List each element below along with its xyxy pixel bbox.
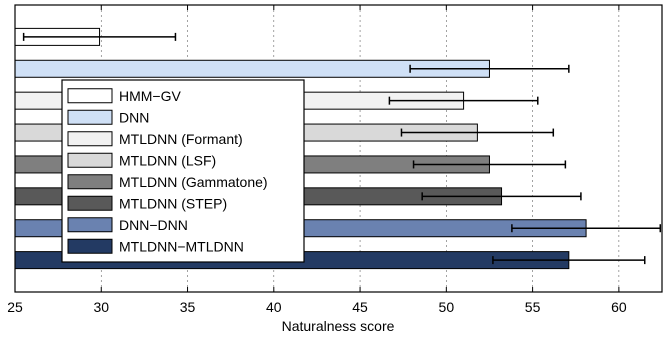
legend-label: MTLDNN−MTLDNN [119,238,244,254]
legend-swatch [67,238,113,254]
legend-swatch [67,131,113,147]
x-tick-label: 60 [611,299,627,315]
legend-swatch [67,217,113,233]
legend-swatch [67,109,113,125]
legend-label: MTLDNN (Gammatone) [119,174,268,190]
legend-label: HMM−GV [119,88,182,104]
x-tick-label: 45 [352,299,368,315]
x-tick-label: 35 [180,299,196,315]
x-tick-label: 55 [525,299,541,315]
x-tick-label: 40 [266,299,282,315]
x-axis-label: Naturalness score [282,318,395,334]
legend-label: MTLDNN (STEP) [119,195,227,211]
x-tick-label: 30 [93,299,109,315]
plot-frame [14,4,663,293]
legend-swatch [67,174,113,190]
legend-label: MTLDNN (LSF) [119,152,216,168]
legend-swatch [67,195,113,211]
legend-label: MTLDNN (Formant) [119,131,243,147]
x-tick-label: 50 [439,299,455,315]
legend: HMM−GV DNN MTLDNN (Formant) MTLDNN (LSF) MTL… [61,79,305,263]
x-axis: 25 30 35 40 45 50 55 60 [7,5,627,315]
error-bars [22,32,662,265]
legend-label: DNN−DNN [119,217,188,233]
legend-swatch [67,88,113,104]
legend-swatch [67,152,113,168]
x-tick-label: 25 [7,299,23,315]
legend-box [61,79,305,263]
legend-label: DNN [119,109,149,125]
